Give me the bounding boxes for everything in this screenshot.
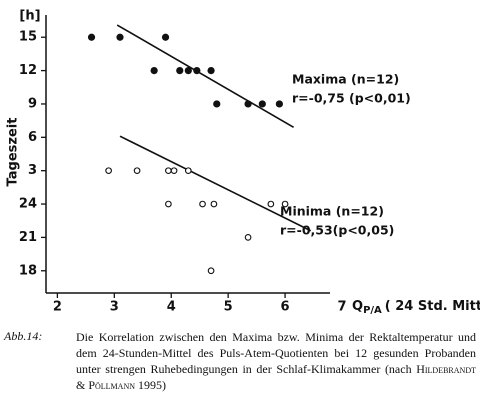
x-axis-label-rest: ( 24 Std. Mittel) <box>385 299 480 314</box>
data-point <box>165 167 172 175</box>
data-point <box>105 167 112 175</box>
data-point <box>258 100 266 108</box>
data-point <box>193 67 201 75</box>
series-stat: r=-0,53(p<0,05) <box>280 223 394 238</box>
x-axis-label-main: Q <box>352 299 363 314</box>
y-tick-label: 9 <box>28 96 37 111</box>
trend-line <box>116 24 295 129</box>
x-axis-label: QP/A( 24 Std. Mittel) <box>352 299 480 317</box>
caption-text: Die Korrelation zwischen den Maxima bzw.… <box>76 330 476 376</box>
x-axis-label-sub: P/A <box>363 305 382 316</box>
caption-authors: Hildebrandt & Pöllmann <box>76 362 476 392</box>
data-point <box>116 33 124 41</box>
chart: [h] Tageszeit Maxima (n=12) r=-0,75 (p<0… <box>6 9 480 317</box>
caption: Die Korrelation zwischen den Maxima bzw.… <box>76 329 476 393</box>
data-point <box>133 167 141 175</box>
series-name: Minima (n=12) <box>280 204 384 219</box>
data-point <box>213 100 221 108</box>
data-point <box>161 33 170 41</box>
y-axis-label: Tageszeit <box>6 118 21 187</box>
caption-year: 1995) <box>138 378 167 392</box>
y-tick-label: 24 <box>19 197 37 212</box>
data-point <box>176 67 184 75</box>
x-tick-label: 2 <box>53 300 62 315</box>
y-tick-label: 3 <box>28 163 37 178</box>
y-unit: [h] <box>19 9 40 24</box>
y-tick-label: 18 <box>19 263 37 278</box>
data-point <box>165 200 172 208</box>
data-point <box>210 200 218 208</box>
data-point <box>199 200 206 208</box>
series-name: Maxima (n=12) <box>292 72 399 87</box>
data-point <box>184 167 192 175</box>
data-point <box>207 267 215 275</box>
y-tick-label: 15 <box>19 30 37 45</box>
trend-line <box>119 135 312 232</box>
data-point <box>267 200 275 208</box>
data-point <box>207 67 215 75</box>
data-point <box>184 67 192 75</box>
data-point <box>170 167 178 175</box>
caption-label: Abb.14: <box>4 329 43 343</box>
data-point <box>150 67 158 75</box>
data-point <box>281 200 289 208</box>
data-point <box>275 100 283 108</box>
y-tick-label: 6 <box>28 130 37 145</box>
data-point <box>244 234 252 241</box>
x-tick-label: 3 <box>110 300 119 315</box>
x-tick-label: 4 <box>167 300 176 315</box>
data-point <box>87 33 96 41</box>
x-tick-label: 6 <box>281 300 290 315</box>
x-tick-label: 7 <box>337 300 346 315</box>
data-point <box>244 100 252 108</box>
series-stat: r=-0,75 (p<0,01) <box>292 91 411 106</box>
x-tick-label: 5 <box>224 300 233 315</box>
y-tick-label: 12 <box>19 63 37 78</box>
y-tick-label: 21 <box>19 230 37 245</box>
